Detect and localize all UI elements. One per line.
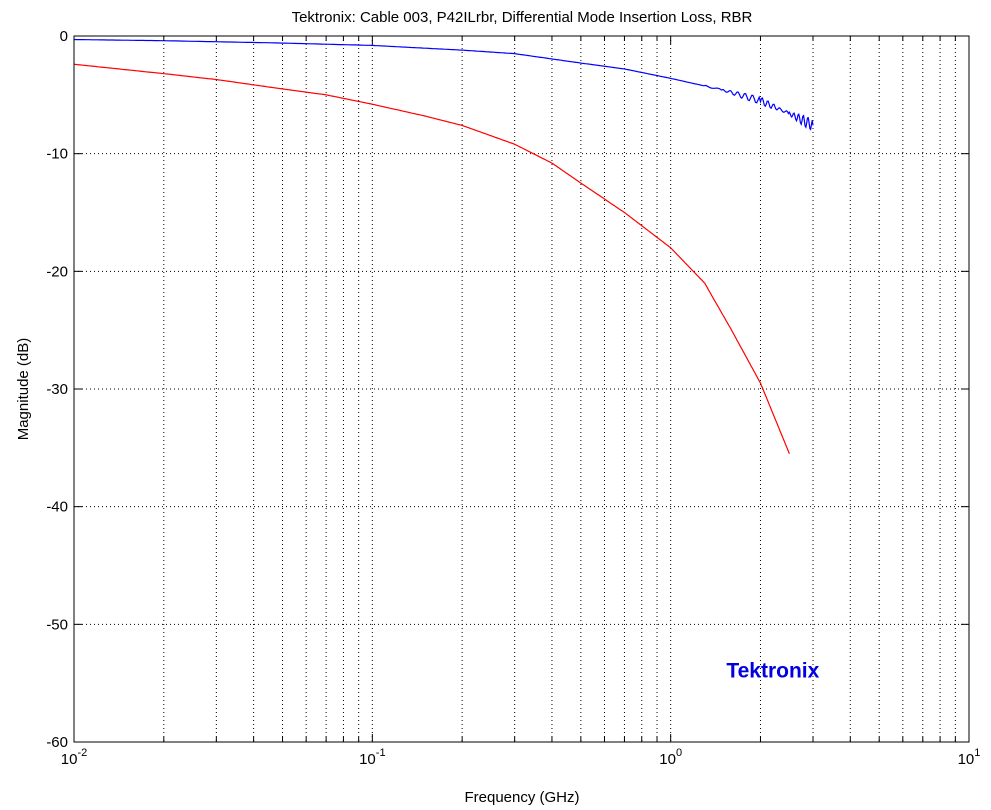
grid xyxy=(74,36,969,742)
series-layer xyxy=(73,38,814,454)
y-axis-label: Magnitude (dB) xyxy=(15,338,32,441)
x-tick-label: 10-2 xyxy=(61,747,87,768)
series-line-red xyxy=(73,63,790,454)
y-tick-label: -50 xyxy=(46,616,68,633)
chart-title: Tektronix: Cable 003, P42ILrbr, Differen… xyxy=(292,9,753,26)
y-tick-label: 0 xyxy=(60,28,68,45)
x-axis-label: Frequency (GHz) xyxy=(464,789,579,806)
series-line-blue xyxy=(73,38,814,131)
x-axis-ticks: 10-2 10-1 100 101 xyxy=(61,36,981,768)
y-tick-label: -20 xyxy=(46,263,68,280)
plot-area xyxy=(74,36,969,742)
x-tick-label: 101 xyxy=(958,747,981,768)
x-tick-label: 10-1 xyxy=(359,747,385,768)
y-tick-label: -40 xyxy=(46,499,68,516)
y-tick-label: -10 xyxy=(46,146,68,163)
y-axis-ticks: 0 -10 -20 -30 -40 -50 -60 xyxy=(46,28,969,751)
tektronix-annotation: Tektronix xyxy=(726,659,819,682)
x-tick-label: 100 xyxy=(659,747,682,768)
y-tick-label: -30 xyxy=(46,381,68,398)
y-tick-label: -60 xyxy=(46,734,68,751)
